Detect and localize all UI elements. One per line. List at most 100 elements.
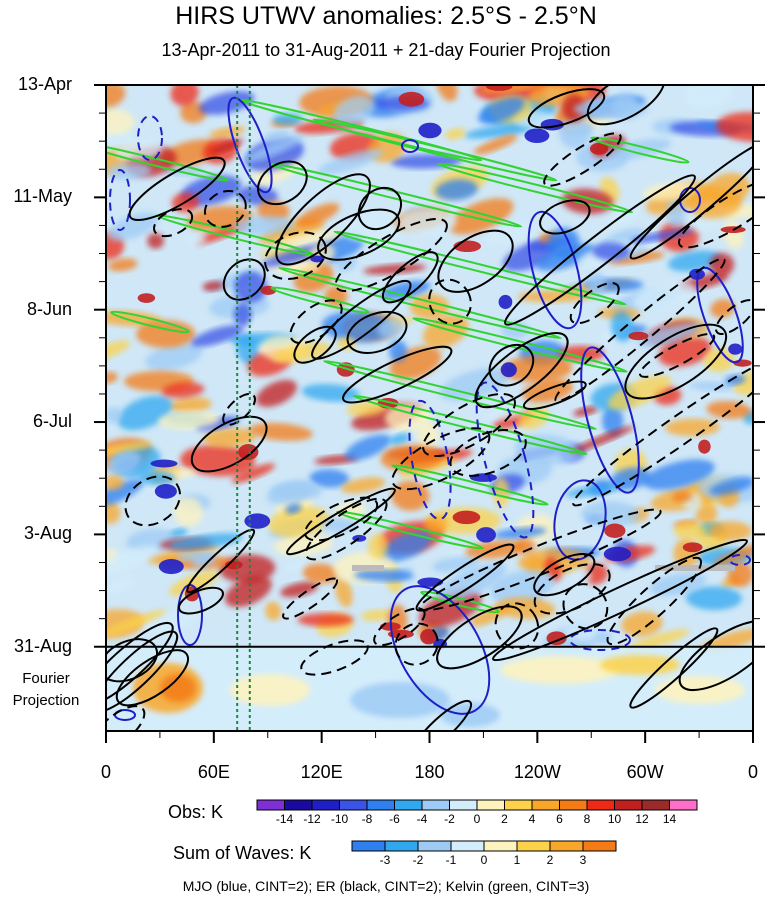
anomaly-blob xyxy=(673,522,707,540)
anomaly-blob xyxy=(106,85,126,108)
obs-colorbar-box xyxy=(586,799,615,811)
obs-colorbar-box xyxy=(284,799,313,811)
er-contour xyxy=(106,705,146,731)
anomaly-blob xyxy=(106,479,144,507)
chart-subtitle: 13-Apr-2011 to 31-Aug-2011 + 21-day Four… xyxy=(161,40,611,60)
obs-colorbar-box xyxy=(641,799,670,811)
anomaly-blob xyxy=(688,381,736,391)
waves-colorbar-label: 1 xyxy=(513,853,521,867)
anomaly-blob xyxy=(296,203,340,228)
waves-colorbar-box xyxy=(450,840,485,852)
waves-colorbar-box xyxy=(582,840,617,852)
anomaly-blob xyxy=(106,442,153,459)
er-contour xyxy=(428,278,472,325)
anomaly-blob xyxy=(106,609,167,637)
anomaly-blob xyxy=(703,347,736,372)
waves-colorbar-box xyxy=(417,840,452,852)
obs-colorbar-label: -4 xyxy=(416,812,428,826)
obs-colorbar-box xyxy=(449,799,478,811)
anomaly-core xyxy=(604,523,626,538)
er-contour xyxy=(334,218,448,293)
er-contour xyxy=(437,229,514,293)
mjo-contour xyxy=(475,381,535,539)
obs-colorbar-label: 4 xyxy=(528,812,536,826)
anomaly-blob xyxy=(435,179,478,201)
er-contour xyxy=(411,699,473,731)
anomaly-core xyxy=(498,294,513,310)
mjo-contour xyxy=(580,346,640,494)
waves-colorbar xyxy=(351,840,617,852)
kelvin-contour xyxy=(436,162,634,214)
anomaly-blob xyxy=(236,335,259,365)
projection-blob xyxy=(500,656,620,684)
anomaly-blob xyxy=(685,586,742,611)
anomaly-core xyxy=(486,85,513,91)
missing-data xyxy=(655,565,735,571)
anomaly-blob xyxy=(493,477,510,508)
x-tick-label: 60E xyxy=(197,762,230,782)
anomaly-blob xyxy=(195,416,241,431)
projection-blob xyxy=(600,655,680,675)
waves-colorbar-title: Sum of Waves: K xyxy=(173,843,312,863)
er-contour xyxy=(436,605,523,670)
anomaly-core xyxy=(310,255,325,263)
er-contour xyxy=(115,649,189,707)
er-contour xyxy=(286,487,396,556)
anomaly-blob xyxy=(363,263,426,275)
kelvin-contour xyxy=(336,510,484,550)
wave-contours xyxy=(106,85,753,731)
anomaly-blob xyxy=(565,124,595,137)
anomaly-blob xyxy=(449,198,514,235)
er-contour xyxy=(342,345,453,404)
anomaly-blob xyxy=(263,129,290,143)
er-contour xyxy=(264,231,327,281)
anomaly-blob xyxy=(192,552,215,569)
kelvin-contour xyxy=(352,394,588,456)
anomaly-blob xyxy=(368,533,388,559)
anomaly-blob xyxy=(106,407,123,423)
waves-colorbar-box xyxy=(516,840,551,852)
anomaly-blob xyxy=(107,162,152,180)
anomaly-blob xyxy=(377,318,404,339)
anomaly-blob xyxy=(493,527,547,539)
anomaly-blob xyxy=(604,138,672,161)
mjo-contour xyxy=(408,399,452,521)
anomaly-blob xyxy=(108,258,138,272)
anomaly-blob xyxy=(333,95,375,127)
anomaly-blob xyxy=(106,500,121,524)
projection-label-line2: Projection xyxy=(12,692,80,709)
anomaly-blob xyxy=(473,134,518,155)
er-contour xyxy=(624,323,728,400)
er-contour xyxy=(504,174,696,326)
obs-colorbar-label: 10 xyxy=(607,812,622,826)
anomaly-blob xyxy=(335,577,353,608)
anomaly-blob xyxy=(233,271,268,303)
waves-colorbar-label: -1 xyxy=(445,853,457,867)
obs-colorbar-box xyxy=(394,799,423,811)
anomaly-blob xyxy=(643,459,715,490)
projection-blob xyxy=(160,674,196,702)
er-contour xyxy=(186,528,256,594)
anomaly-core xyxy=(682,542,703,553)
anomaly-blob xyxy=(432,556,480,573)
obs-colorbar-box xyxy=(559,799,588,811)
anomaly-core xyxy=(387,629,414,639)
waves-colorbar-label: 3 xyxy=(579,853,587,867)
anomaly-blob xyxy=(354,569,414,582)
er-contour xyxy=(543,132,622,187)
anomaly-core xyxy=(244,513,271,529)
anomaly-blob xyxy=(378,531,432,562)
anomaly-blob xyxy=(398,208,457,236)
er-contour xyxy=(606,556,703,646)
er-contour xyxy=(715,299,753,335)
anomaly-blob xyxy=(602,406,624,437)
y-tick-label: 6-Jul xyxy=(32,411,72,432)
obs-colorbar-label: -2 xyxy=(444,812,455,826)
anomaly-blob xyxy=(198,91,255,115)
waves-colorbar-box xyxy=(483,840,518,852)
anomaly-blob xyxy=(486,222,535,245)
anomaly-core xyxy=(418,122,442,139)
x-tick-label: 120E xyxy=(300,762,343,782)
anomaly-core xyxy=(589,142,609,155)
anomaly-blob xyxy=(664,418,720,437)
